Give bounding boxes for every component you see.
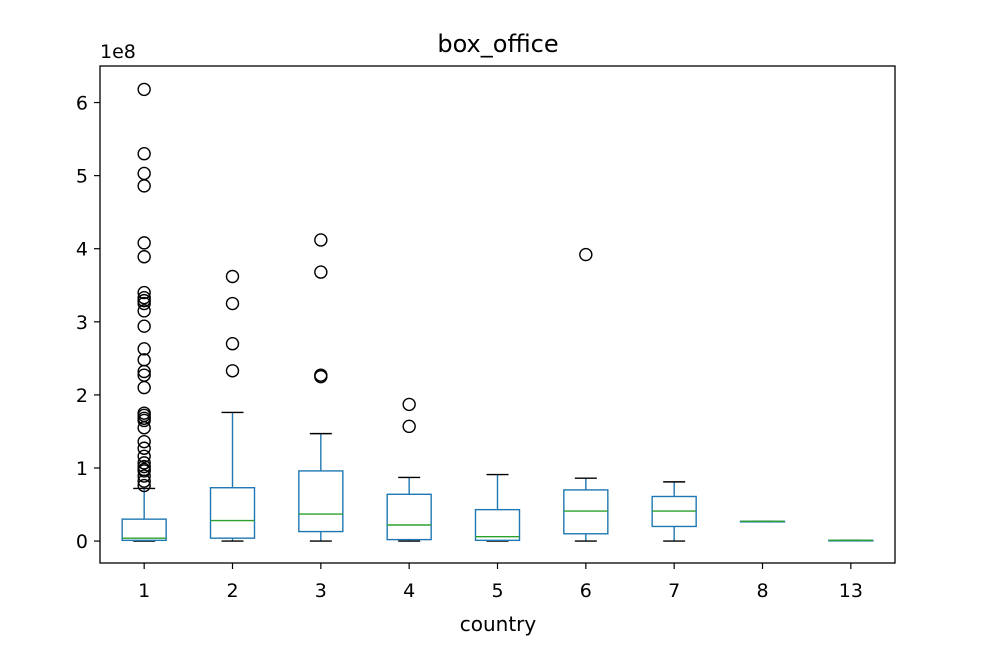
outlier-point [137,364,151,379]
box [298,470,344,533]
axes-frame [99,65,896,564]
outlier-point [137,380,151,395]
outlier-point [137,250,151,264]
box [209,487,256,539]
chart-title: box_office [437,30,558,58]
outlier-point [137,421,151,435]
y-tick-label: 4 [76,239,88,261]
outlier-point [137,413,151,428]
outlier-point [137,179,151,193]
outlier-point [137,304,151,318]
y-tick-label: 0 [76,531,88,553]
y-scale-label: 1e8 [100,41,136,63]
x-tick-label: 3 [315,580,327,602]
outlier-point [137,474,151,488]
outlier-point [402,397,416,412]
box [386,493,432,541]
y-tick-label: 3 [76,312,88,334]
outlier-point [579,247,593,262]
x-tick-label: 2 [226,580,238,602]
x-tick-label: 4 [403,580,415,602]
box [474,508,521,542]
x-tick-label: 8 [756,580,768,602]
outlier-point [314,369,328,384]
outlier-point [137,342,151,356]
outlier-point [137,464,151,478]
x-tick-label: 5 [491,580,503,602]
y-tick-label: 5 [76,166,88,188]
outlier-point [314,265,328,279]
outlier-point [137,147,151,161]
outlier-point [137,441,151,455]
outlier-point [137,353,151,367]
outlier-point [314,233,328,247]
box [121,518,167,542]
y-tick-label: 2 [76,385,88,407]
y-tick-label: 6 [76,93,88,115]
outlier-point [137,319,151,333]
x-tick-label: 13 [839,580,863,602]
plot-area: 0 1 2 3 4 5 6 1 2 3 4 5 6 7 8 13 [76,82,874,602]
x-tick-label: 1 [138,580,150,602]
outlier-point [137,456,151,470]
x-axis-label: country [460,612,537,636]
outlier-point [225,337,240,351]
outlier-point [137,469,151,483]
outlier-point [137,449,151,463]
outlier-point [402,419,416,434]
outlier-point [137,166,151,181]
outlier-point [225,296,240,311]
box [563,489,609,535]
outlier-point [137,296,151,311]
outlier-point [137,285,151,300]
x-tick-label: 7 [668,580,680,602]
outlier-point [225,269,240,284]
outlier-point [137,434,151,449]
outlier-point [137,236,151,250]
y-tick-label: 1 [76,458,88,480]
outlier-point [137,82,151,97]
outlier-point [225,364,240,378]
outlier-point [137,478,151,493]
x-tick-label: 6 [580,580,592,602]
